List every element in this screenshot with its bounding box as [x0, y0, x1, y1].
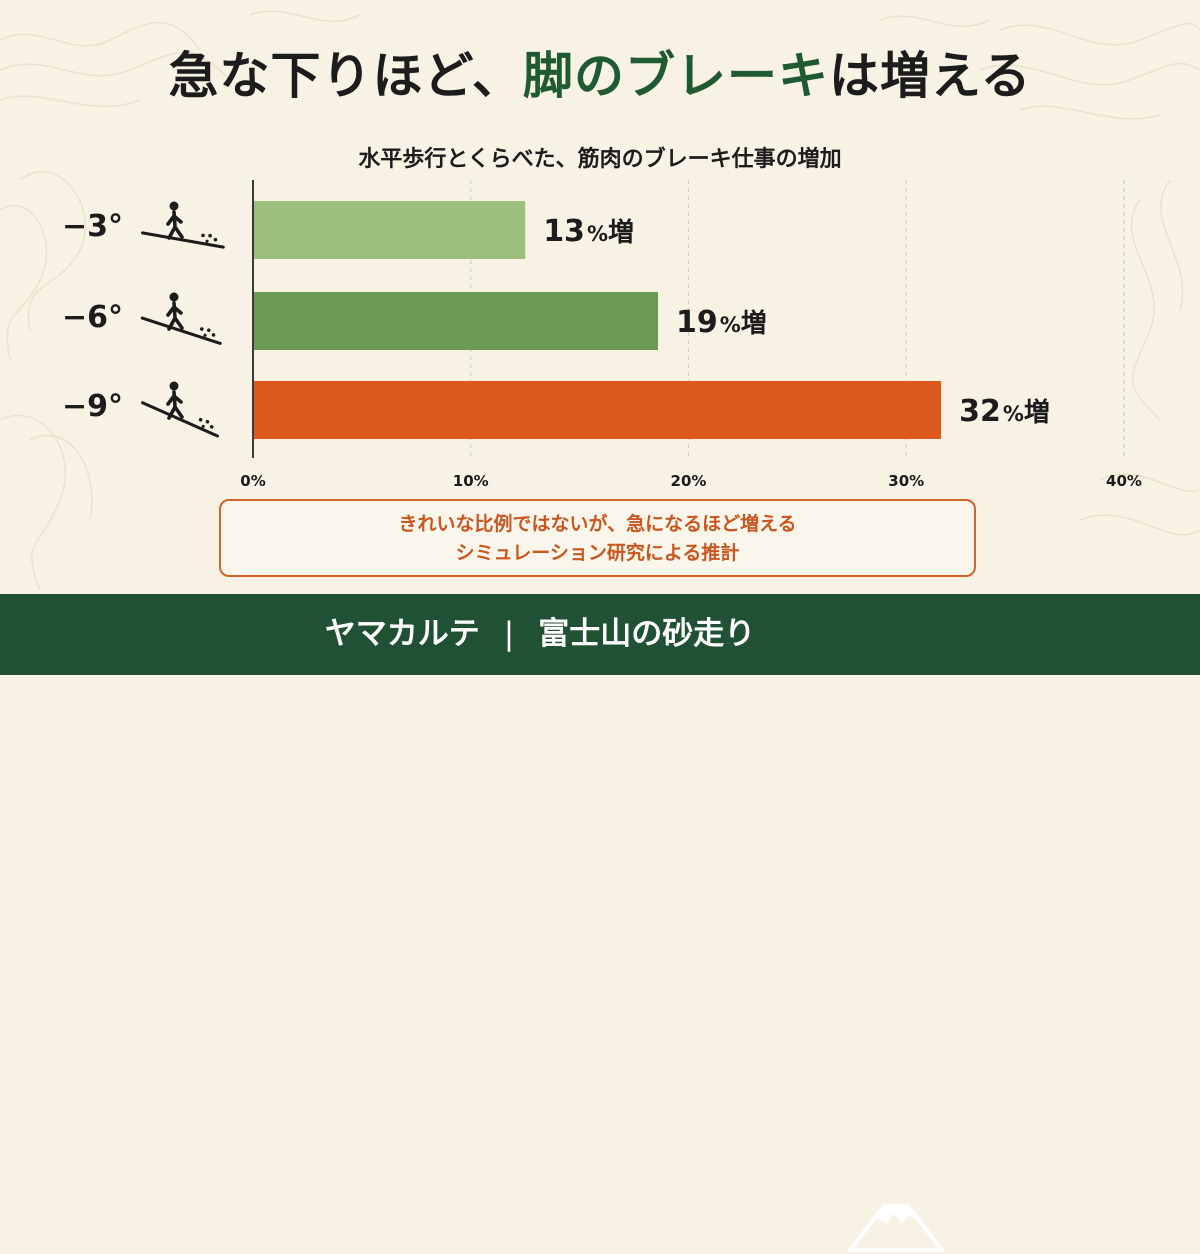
title-highlight: 脚のブレーキ: [523, 47, 829, 105]
bar-value-label: 13%増: [543, 214, 634, 249]
hiker-downhill-icon: [141, 201, 225, 249]
hiker-downhill-icon: [140, 292, 222, 345]
category-label: −9°: [62, 389, 123, 424]
x-tick-label: 40%: [1106, 472, 1142, 490]
hiker-downhill-icon: [141, 381, 219, 438]
bar: [254, 381, 942, 439]
note-line-2: シミュレーション研究による推計: [455, 542, 740, 564]
x-tick-label: 0%: [240, 472, 265, 490]
title-pre: 急な下りほど、: [168, 47, 523, 105]
bar-chart: 13%増 19%増 32%増 0% 10% 20% 30% 40% −3° −6° −9°: [62, 180, 1142, 490]
footer-brand: ヤマカルテ: [324, 616, 480, 652]
title-post: は増える: [829, 47, 1032, 105]
note-line-1: きれいな比例ではないが、急になるほど増える: [398, 513, 797, 535]
footer-bar: ヤマカルテ | 富士山の砂走り: [0, 594, 1200, 1252]
mountain-icon: [848, 1204, 944, 1252]
x-tick-label: 10%: [453, 472, 489, 490]
category-label: −6°: [62, 300, 123, 335]
note-box: きれいな比例ではないが、急になるほど増える シミュレーション研究による推計: [219, 499, 976, 577]
x-tick-label: 30%: [888, 472, 924, 490]
chart-title: 水平歩行とくらべた、筋肉のブレーキ仕事の増加: [358, 147, 842, 172]
bar-value-label: 32%増: [959, 394, 1050, 429]
page-title: 急な下りほど、脚のブレーキは増える: [0, 36, 1200, 108]
bar-value-label: 19%増: [676, 305, 767, 340]
x-tick-label: 20%: [671, 472, 707, 490]
footer-topic: 富士山の砂走り: [538, 616, 756, 652]
footer-separator: |: [503, 616, 515, 652]
bar: [254, 292, 659, 350]
category-label: −3°: [62, 209, 123, 244]
bar: [254, 201, 526, 259]
footer-text: ヤマカルテ | 富士山の砂走り: [0, 594, 1200, 675]
